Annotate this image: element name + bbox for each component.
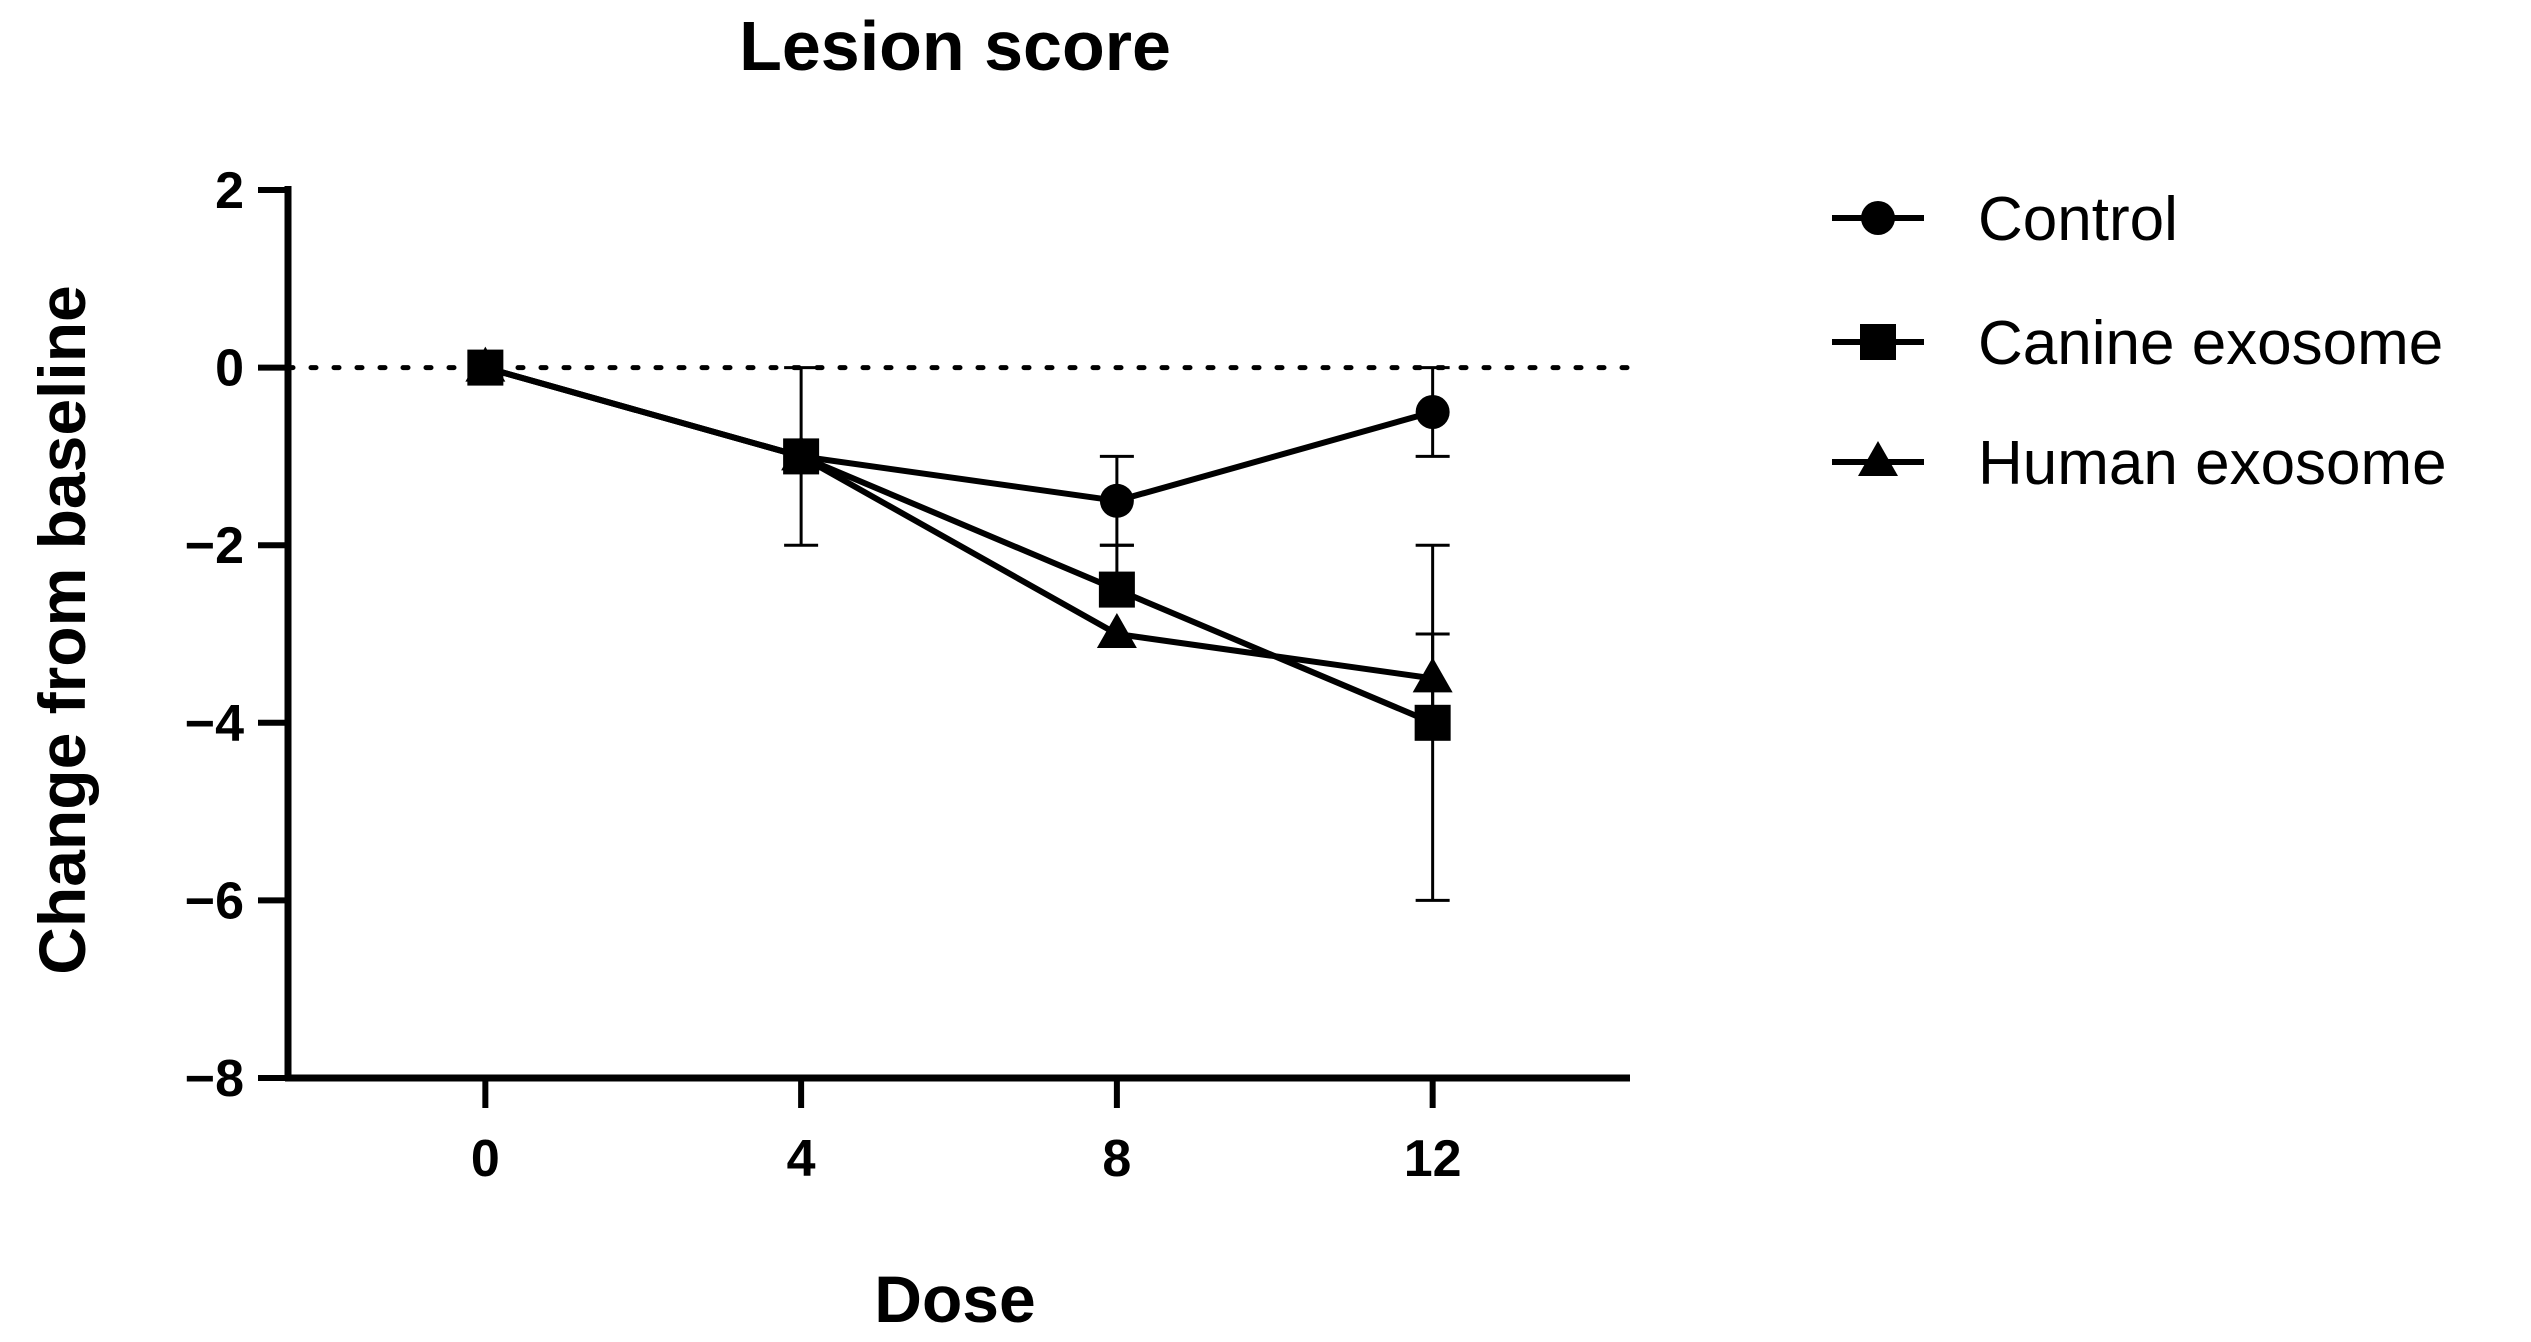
legend-human-exosome-label: Human exosome [1978,429,2447,498]
human-exosome-point [781,435,822,471]
legend: Control Canine exosome Human exosome [1832,185,2447,498]
legend-control-label: Control [1978,185,2178,254]
canine-exosome-point [1414,704,1451,741]
canine-exosome-point [1098,571,1135,608]
y-tick-label: 0 [215,340,244,398]
x-tick-label: 8 [1102,1130,1131,1188]
legend-canine-exosome-label: Canine exosome [1978,309,2443,378]
control-point [1099,483,1134,518]
y-tick-label: −8 [185,1050,244,1108]
human-exosome-line [484,364,1434,682]
y-tick-label: −2 [185,517,244,575]
x-tick-label: 12 [1404,1130,1462,1188]
y-tick-label: −6 [185,872,244,930]
plot-area: 2 0 −2 −4 −6 −8 0 4 8 12 [185,162,1633,1188]
human-exosome-point [1096,613,1137,648]
legend-canine-exosome-marker [1860,324,1896,360]
y-tick-label: −4 [185,695,244,753]
control-line [484,364,1434,504]
y-axis-label: Change from baseline [25,285,99,975]
human-exosome-point [465,346,506,382]
x-axis-label: Dose [874,1262,1035,1336]
y-tick-label: 2 [215,162,244,220]
x-tick-label: 4 [787,1130,816,1188]
legend-control-marker [1861,201,1895,235]
control-point [1415,395,1450,429]
human-exosome-point [1412,657,1453,693]
chart-title: Lesion score [739,7,1171,85]
x-tick-label: 0 [471,1130,500,1188]
legend-human-exosome-marker [1858,441,1898,476]
